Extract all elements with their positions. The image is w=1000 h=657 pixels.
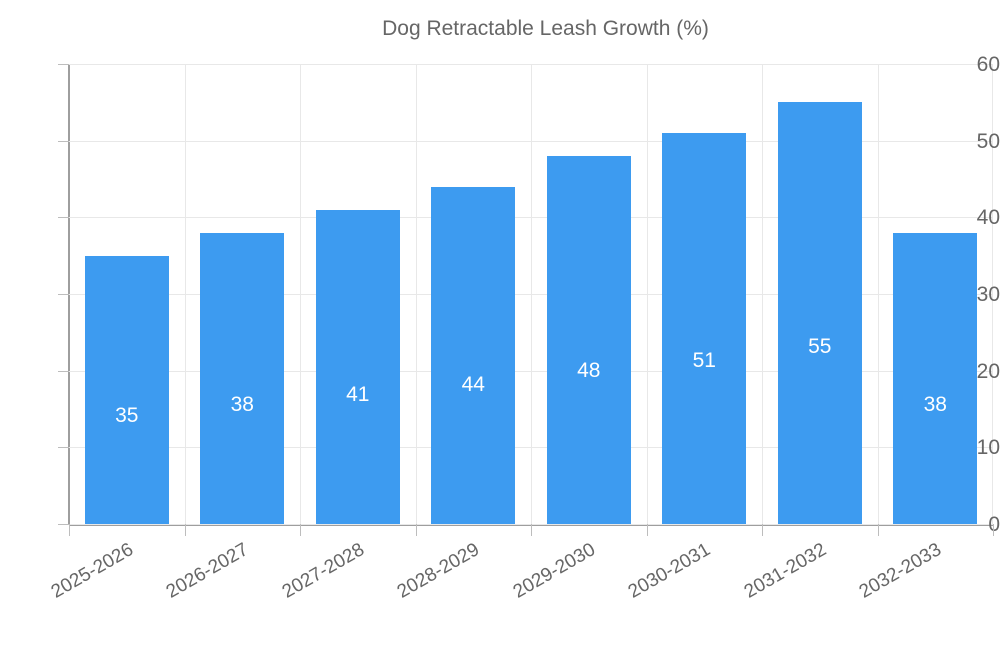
bar[interactable] [893,232,978,524]
gridline-vertical [416,64,417,524]
y-axis-tick-label: 30 [976,283,1000,306]
bar-value-label: 51 [692,349,716,372]
bar[interactable] [315,209,400,524]
x-axis-tick-mark [762,524,763,536]
bar-chart: Dog Retractable Leash Growth (%) 35 38 41 4… [0,0,1000,603]
gridline-vertical [531,64,532,524]
y-axis-tick-mark [58,524,69,525]
gridline-vertical [647,64,648,524]
x-axis-tick-mark [531,524,532,536]
bar[interactable] [431,186,516,524]
gridline-vertical [762,64,763,524]
bar-value-label: 38 [230,393,254,417]
bar-value-label: 55 [808,335,832,359]
x-axis-tick-mark [300,524,301,536]
bar[interactable] [777,102,862,524]
bar[interactable] [662,133,747,524]
y-axis-tick-mark [58,217,69,219]
gridline-vertical [992,64,993,524]
y-axis-tick-label: 60 [976,53,1000,76]
x-axis-tick-mark [185,524,186,536]
y-axis-tick-label: 0 [988,513,1000,536]
y-axis-tick-label: 50 [976,129,1000,153]
y-axis-tick-mark [58,370,69,372]
plot-area: 35 38 41 44 48 51 55 38 [69,64,993,525]
y-axis-tick-mark [58,64,69,65]
chart-legend: Dog Retractable Leash Growth (%) [0,0,1000,56]
y-axis-tick-label: 20 [976,359,1000,383]
y-axis-tick-mark [58,294,69,295]
x-axis-tick-mark [993,524,994,536]
x-axis-tick-mark [69,524,70,536]
bar[interactable] [84,255,169,524]
bar[interactable] [546,156,631,524]
y-axis-tick-label: 10 [976,436,1000,460]
legend-label: Dog Retractable Leash Growth (%) [382,16,709,40]
legend-color-swatch [291,18,371,38]
bar-value-label: 48 [577,359,601,383]
bar-value-label: 44 [461,372,485,396]
bar-value-label: 35 [115,403,139,427]
gridline-vertical [300,64,301,524]
x-axis-tick-mark [647,524,648,536]
y-axis-tick-mark [58,447,69,449]
y-axis-tick-mark [58,140,69,142]
y-axis-tick-label: 40 [976,206,1000,230]
gridline-vertical [878,64,879,524]
x-axis-tick-mark [878,524,879,536]
legend-item-dog-retractable-leash-growth[interactable]: Dog Retractable Leash Growth (%) [291,18,709,39]
gridline-vertical [185,64,186,524]
bar[interactable] [200,232,285,524]
bar-value-label: 41 [346,383,370,407]
bar-value-label: 38 [923,393,947,417]
x-axis-tick-mark [416,524,417,536]
